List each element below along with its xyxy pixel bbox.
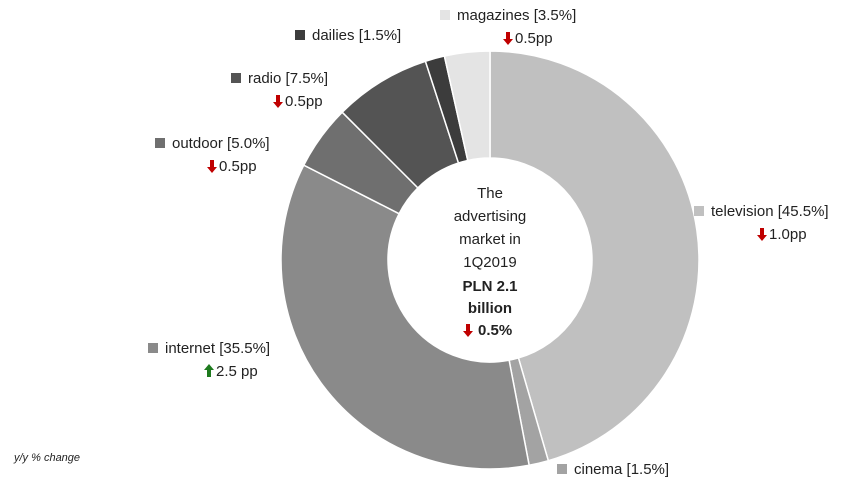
legend-swatch (155, 138, 165, 148)
donut-segment (280, 164, 531, 470)
change-label: 2.5 pp (216, 363, 258, 380)
center-text: advertising (454, 208, 527, 225)
legend-label: internet [35.5%] (165, 340, 270, 357)
change-arrow (503, 32, 513, 45)
category-name: cinema (574, 461, 623, 478)
legend-swatch (694, 206, 704, 216)
value-label: [1.5%] (359, 27, 402, 44)
legend-label: dailies [1.5%] (312, 27, 401, 44)
center-change: 0.5% (478, 322, 512, 339)
center-text: 1Q2019 (463, 254, 516, 271)
center-value: billion (468, 300, 512, 317)
legend-swatch (557, 464, 567, 474)
value-label: [45.5%] (778, 203, 829, 220)
value-label: [35.5%] (219, 340, 270, 357)
legend-swatch (148, 343, 158, 353)
category-name: dailies (312, 27, 355, 44)
value-label: [5.0%] (227, 135, 270, 152)
value-label: [3.5%] (534, 7, 577, 24)
donut-segment (489, 50, 700, 462)
change-arrow (207, 160, 217, 173)
center-text: The (477, 185, 503, 202)
value-label: [7.5%] (286, 70, 329, 87)
change-label: 0.5pp (285, 93, 323, 110)
change-arrow (273, 95, 283, 108)
legend-label: television [45.5%] (711, 203, 829, 220)
value-label: [1.5%] (627, 461, 670, 478)
donut-segment (443, 50, 491, 162)
category-name: television (711, 203, 774, 220)
legend-swatch (295, 30, 305, 40)
center-text: market in (459, 231, 521, 248)
category-name: outdoor (172, 135, 223, 152)
change-label: 1.0pp (769, 226, 807, 243)
category-name: radio (248, 70, 281, 87)
legend-swatch (440, 10, 450, 20)
change-arrow (463, 324, 473, 337)
center-value: PLN 2.1 (462, 278, 517, 295)
legend-label: cinema [1.5%] (574, 461, 669, 478)
change-label: 0.5pp (515, 30, 553, 47)
legend-label: radio [7.5%] (248, 70, 328, 87)
change-label: 0.5pp (219, 158, 257, 175)
footnote: y/y % change (13, 452, 80, 464)
legend-label: outdoor [5.0%] (172, 135, 270, 152)
category-name: magazines (457, 7, 530, 24)
change-arrow (757, 228, 767, 241)
category-name: internet (165, 340, 216, 357)
legend-label: magazines [3.5%] (457, 7, 576, 24)
change-arrow (204, 364, 214, 377)
legend-swatch (231, 73, 241, 83)
